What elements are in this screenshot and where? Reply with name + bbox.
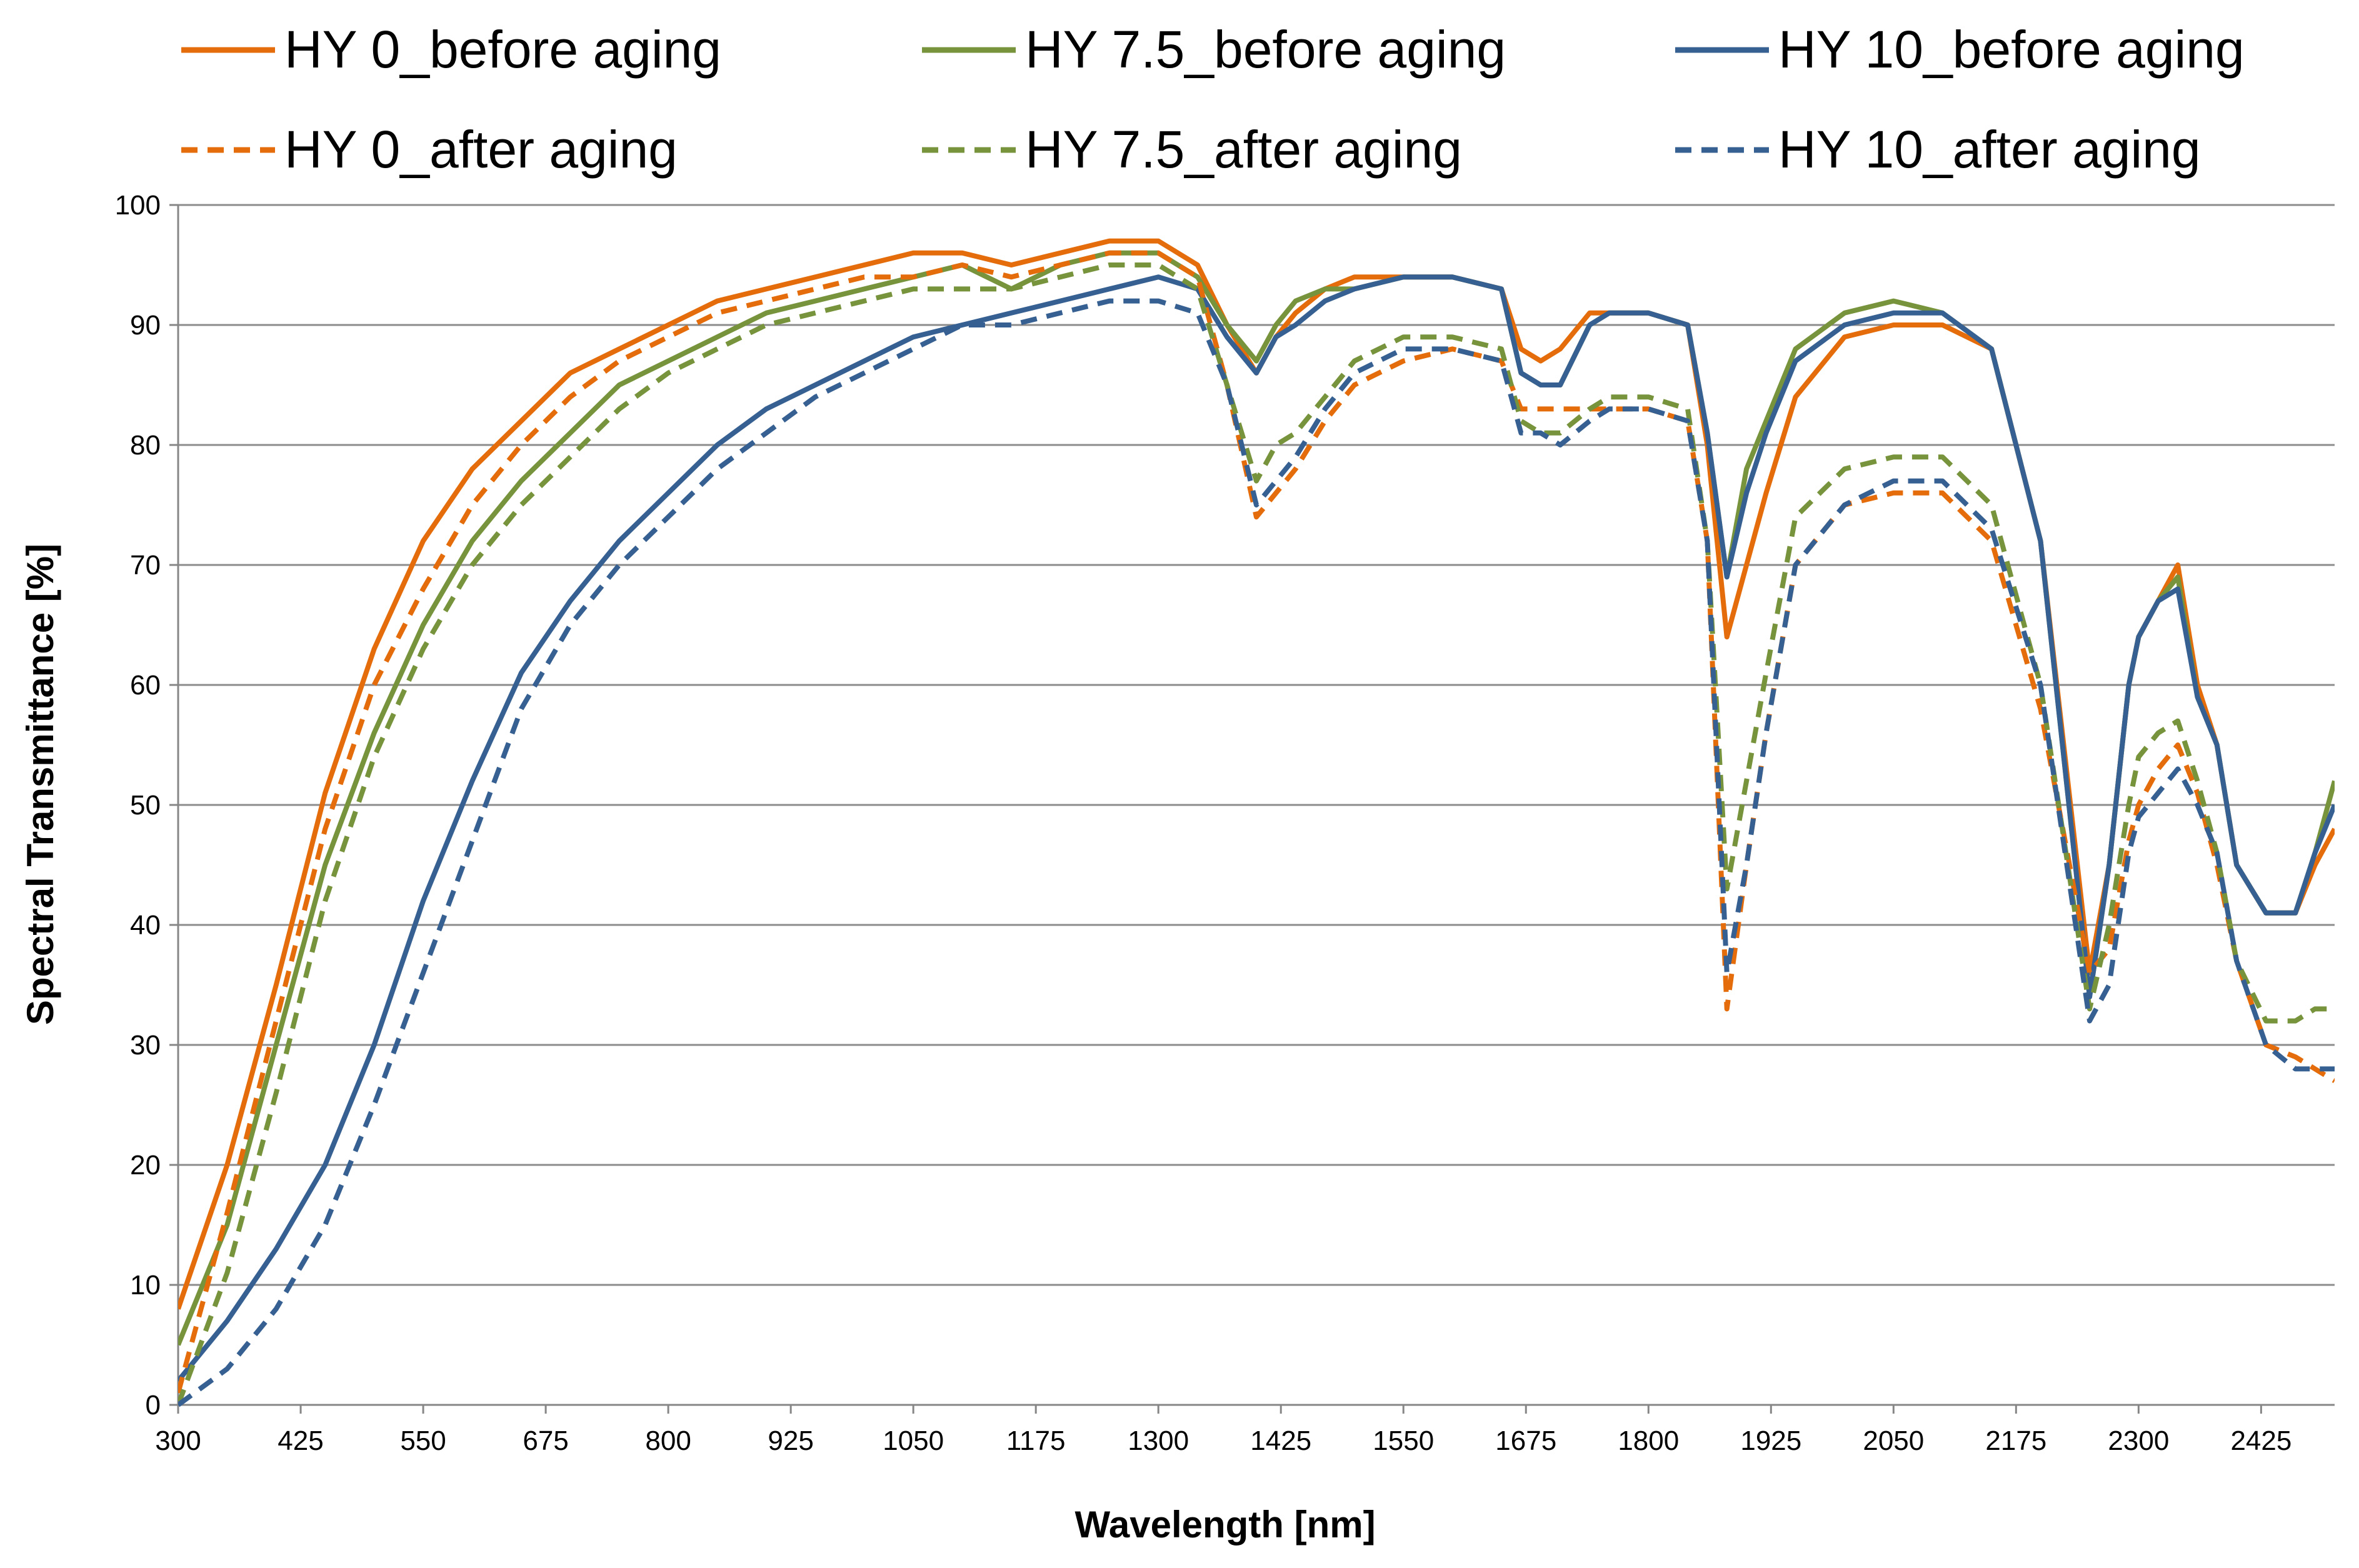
- series-lines: [178, 238, 2335, 1407]
- gridlines: [178, 204, 2335, 1406]
- legend-label-0: HY 0_before aging: [284, 20, 721, 79]
- y-tick-label: 10: [130, 1270, 161, 1301]
- legend-label-5: HY 10_after aging: [1778, 120, 2201, 179]
- y-tick-label: 70: [130, 550, 161, 581]
- x-tick-label: 925: [768, 1426, 813, 1456]
- x-tick-label: 2175: [1985, 1426, 2046, 1456]
- y-tick-label: 100: [115, 190, 161, 221]
- y-tick-label: 90: [130, 310, 161, 341]
- x-tick-label: 1675: [1495, 1426, 1556, 1456]
- y-tick-label: 0: [146, 1390, 161, 1421]
- x-tick-label: 1050: [883, 1426, 944, 1456]
- legend: HY 0_before aging HY 7.5_before aging HY 1…: [181, 20, 2245, 179]
- legend-label-1: HY 7.5_before aging: [1025, 20, 1506, 79]
- series-line-2: [178, 274, 2335, 1383]
- x-tick-label: 1925: [1740, 1426, 1801, 1456]
- x-axis-title: Wavelength [nm]: [1074, 1504, 1375, 1546]
- y-tick-label: 30: [130, 1030, 161, 1061]
- y-tick-label: 20: [130, 1150, 161, 1181]
- x-tick-label: 1300: [1128, 1426, 1189, 1456]
- x-tick-label: 2050: [1863, 1426, 1924, 1456]
- x-tick-label: 1800: [1618, 1426, 1679, 1456]
- x-tick-label: 675: [523, 1426, 568, 1456]
- x-tick-label: 1175: [1006, 1426, 1066, 1456]
- x-tick-label: 1550: [1373, 1426, 1434, 1456]
- y-tick-label: 40: [130, 910, 161, 941]
- x-tick-label: 300: [155, 1426, 201, 1456]
- tick-labels: 0 10 20 30 40 50 60 70 80 90 100 300 425 550 675 800 925…: [115, 190, 2292, 1456]
- x-tick-label: 2425: [2230, 1426, 2291, 1456]
- x-tick-label: 800: [645, 1426, 691, 1456]
- y-axis-title: Spectral Transmittance [%]: [19, 544, 61, 1025]
- axes: [169, 204, 2335, 1414]
- series-line-4: [178, 262, 2335, 1406]
- x-tick-label: 2300: [2108, 1426, 2169, 1456]
- legend-label-4: HY 7.5_after aging: [1025, 120, 1462, 179]
- y-tick-label: 80: [130, 430, 161, 461]
- y-tick-label: 50: [130, 790, 161, 821]
- x-tick-label: 425: [278, 1426, 323, 1456]
- series-line-3: [178, 250, 2335, 1394]
- x-tick-label: 1425: [1250, 1426, 1311, 1456]
- legend-label-3: HY 0_after aging: [284, 120, 678, 179]
- series-line-5: [178, 298, 2335, 1407]
- y-tick-label: 60: [130, 670, 161, 701]
- legend-label-2: HY 10_before aging: [1778, 20, 2245, 79]
- x-tick-label: 550: [400, 1426, 446, 1456]
